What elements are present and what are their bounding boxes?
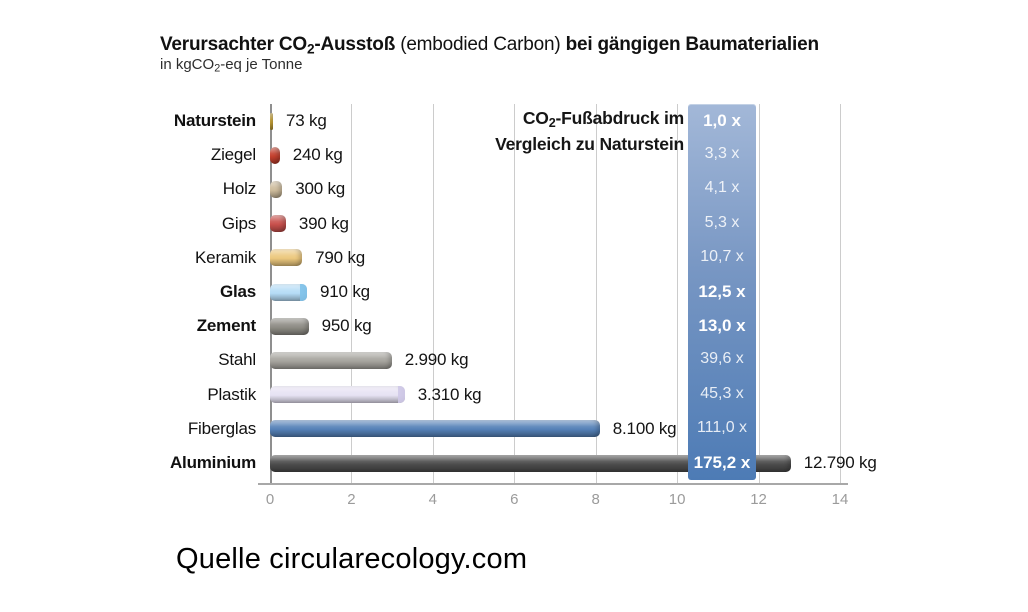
value-label: 3.310 kg	[417, 384, 482, 404]
bar	[270, 146, 280, 164]
row-label: Zement	[196, 316, 256, 336]
x-tick-label: 0	[265, 491, 275, 508]
value-label: 240 kg	[292, 145, 343, 165]
value-label: 300 kg	[295, 179, 346, 199]
multiplier-label: 3,3 x	[704, 145, 740, 163]
annotation-segment: -Fußabdruck im	[555, 108, 685, 128]
multiplier-label: 10,7 x	[700, 247, 744, 265]
value-label: 390 kg	[298, 213, 349, 233]
bar	[270, 215, 286, 233]
bar	[270, 420, 600, 438]
row-label: Fiberglas	[187, 418, 256, 438]
value-label: 910 kg	[320, 282, 370, 301]
annotation-line-1: CO2-Fußabdruck im	[384, 108, 684, 134]
row-label: Holz	[222, 179, 256, 199]
bar	[270, 283, 308, 301]
value-label: 950 kg	[321, 316, 372, 336]
row-label: Stahl	[218, 350, 256, 370]
row-label: Ziegel	[210, 145, 256, 165]
x-tick-label: 6	[510, 491, 519, 508]
value-label: 790 kg	[315, 247, 365, 267]
annotation-line-2: Vergleich zu Naturstein	[495, 134, 684, 155]
title-segment: -Ausstoß	[314, 34, 396, 55]
title-subscript: 2	[306, 41, 315, 57]
gridline	[351, 104, 353, 483]
subtitle-segment: -eq je Tonne	[220, 56, 303, 73]
bar	[270, 112, 273, 130]
gridline	[432, 104, 434, 483]
multiplier-label: 1,0 x	[703, 111, 741, 130]
x-tick-label: 8	[591, 491, 600, 508]
multiplier-label: 175,2 x	[693, 453, 751, 472]
multiplier-label: 12,5 x	[698, 282, 746, 301]
multiplier-label: 39,6 x	[700, 350, 744, 368]
row-label: Gips	[221, 213, 256, 233]
x-tick-label: 12	[750, 491, 767, 508]
bar	[270, 180, 283, 198]
row-label: Naturstein	[173, 111, 256, 130]
multiplier-label: 13,0 x	[698, 316, 746, 336]
gridline	[595, 104, 597, 483]
bar	[270, 454, 791, 472]
multiplier-label: 45,3 x	[700, 384, 744, 402]
value-label: 2.990 kg	[404, 350, 469, 370]
x-tick-label: 2	[347, 491, 356, 508]
value-label: 73 kg	[286, 111, 327, 130]
title-segment: (embodied Carbon)	[395, 34, 566, 55]
bar	[270, 317, 309, 335]
title-segment: Verursachter CO	[160, 34, 307, 55]
bar	[270, 351, 392, 369]
value-label: 12.790 kg	[803, 453, 877, 472]
annotation-subscript: 2	[548, 116, 556, 131]
chart-subtitle: in kgCO2-eq je Tonne	[160, 56, 303, 75]
source-text: Quelle circularecology.com	[176, 543, 528, 575]
row-label: Glas	[219, 282, 256, 301]
gridline	[758, 104, 760, 483]
multiplier-label: 111,0 x	[696, 418, 748, 436]
value-label: 8.100 kg	[612, 418, 677, 438]
gridline	[514, 104, 516, 483]
gridline	[839, 104, 841, 483]
multiplier-label: 5,3 x	[704, 213, 740, 231]
gridline	[677, 104, 679, 483]
annotation-segment: CO	[522, 108, 549, 128]
x-tick-label: 4	[428, 491, 438, 508]
row-label: Plastik	[207, 384, 256, 404]
comparison-column-header: CO2-Fußabdruck im Vergleich zu Naturstei…	[384, 108, 684, 155]
row-label: Keramik	[195, 247, 256, 267]
bar	[270, 386, 405, 404]
bar-end-cap	[397, 386, 405, 404]
x-axis-line	[258, 483, 848, 485]
title-segment: bei gängigen Baumaterialien	[565, 34, 819, 55]
x-tick-label: 14	[831, 491, 849, 508]
bar-end-cap	[300, 283, 308, 301]
bar	[270, 249, 303, 267]
subtitle-segment: in kgCO	[160, 56, 215, 73]
comparison-column	[688, 104, 756, 480]
page-title: Verursachter CO2-Ausstoß (embodied Carbo…	[160, 34, 819, 56]
x-tick-label: 10	[668, 491, 686, 508]
row-label: Aluminium	[169, 453, 256, 472]
subtitle-subscript: 2	[214, 62, 221, 75]
multiplier-label: 4,1 x	[704, 179, 740, 197]
